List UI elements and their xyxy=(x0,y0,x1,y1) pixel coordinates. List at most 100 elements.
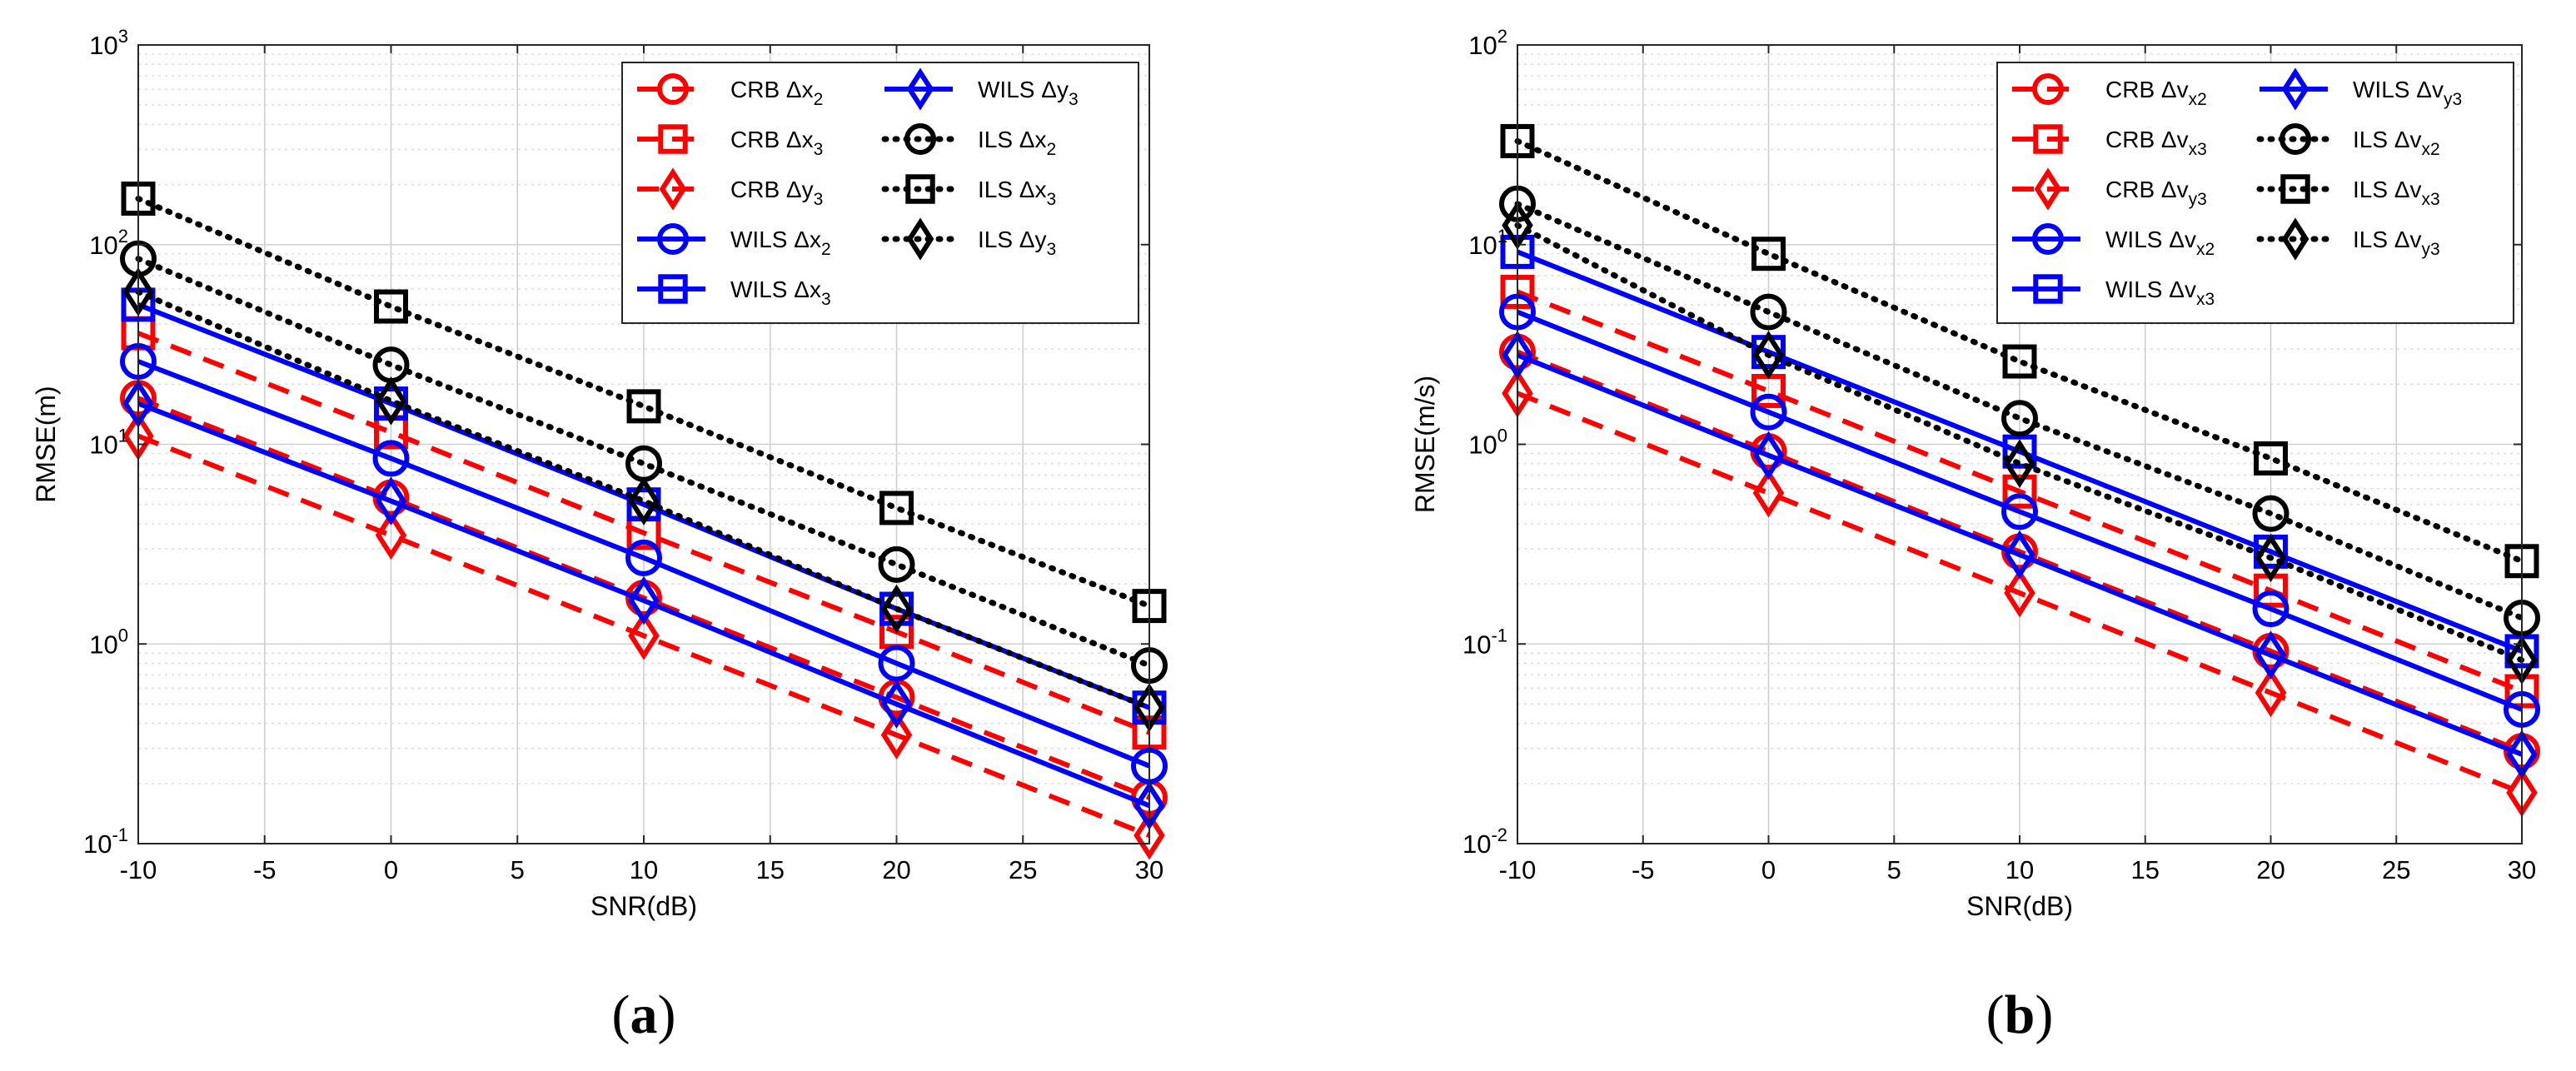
legend: CRB Δx2 CRB Δx3 CRB Δy3 WILS Δx2 WILS Δx3 WIL… xyxy=(621,62,1139,324)
legend-label: CRB Δvy3 xyxy=(2105,177,2207,209)
legend-marker xyxy=(658,274,688,304)
legend-label: ILS Δx3 xyxy=(978,177,1056,209)
x-tick-label: -5 xyxy=(1632,855,1655,884)
x-tick-label: 15 xyxy=(756,855,785,884)
legend-marker xyxy=(905,174,935,204)
series-line xyxy=(1516,391,2524,795)
series-line xyxy=(135,288,1153,711)
legend-entry: ILS Δvx3 xyxy=(2256,174,2440,209)
legend-label: ILS Δy3 xyxy=(978,227,1056,259)
legend-entry: CRB Δvy3 xyxy=(2012,167,2207,211)
data-point-marker xyxy=(878,645,915,682)
series-wils-diamond xyxy=(1502,330,2538,780)
legend-marker xyxy=(659,167,687,211)
legend-marker xyxy=(657,73,689,105)
x-tick-label: 10 xyxy=(630,855,658,884)
data-point-marker xyxy=(880,680,913,729)
panel-b: -10 -5 0 5 10 15 20 25 30 10-2 10-1 100 101 102 SNR(dB… xyxy=(1410,26,2540,1045)
y-axis-label: RMSE(m/s) xyxy=(1410,376,1440,513)
legend-label: WILS Δx2 xyxy=(730,227,831,259)
legend-marker xyxy=(657,223,689,255)
data-point-marker xyxy=(1750,293,1787,331)
data-point-marker xyxy=(1752,468,1785,518)
data-point-marker xyxy=(2252,590,2290,628)
legend-entry: WILS Δy3 xyxy=(884,67,1079,111)
x-tick-label: 25 xyxy=(1009,855,1037,884)
data-point-marker xyxy=(375,376,407,426)
series-line xyxy=(1516,352,2524,757)
data-point-marker xyxy=(2002,474,2037,509)
legend-entry: WILS Δx2 xyxy=(637,223,831,259)
y-tick-label: 102 xyxy=(1468,26,1507,60)
x-tick-label: 30 xyxy=(2508,855,2536,884)
data-point-marker xyxy=(2004,439,2035,489)
legend-label: CRB Δy3 xyxy=(730,177,823,209)
data-point-marker xyxy=(880,710,913,760)
legend-label: CRB Δvx2 xyxy=(2105,77,2207,109)
legend-entry: ILS Δx3 xyxy=(881,174,1056,209)
legend-entry: ILS Δy3 xyxy=(881,217,1056,261)
x-tick-label: 20 xyxy=(882,855,910,884)
data-point-marker xyxy=(880,584,913,634)
legend-label: ILS Δvx3 xyxy=(2353,177,2440,209)
data-point-marker xyxy=(878,545,915,583)
series-line xyxy=(137,433,1151,838)
legend: CRB Δvx2 CRB Δvx3 CRB Δvy3 WILS Δvx2 WILS Δv… xyxy=(1996,62,2514,324)
data-point-marker xyxy=(628,575,660,625)
panel-a: -10 -5 0 5 10 15 20 25 30 10-1 100 101 102 103 SNR(dB)… xyxy=(31,26,1168,1045)
legend-marker xyxy=(2281,217,2309,261)
legend-marker xyxy=(2032,73,2064,105)
data-point-marker xyxy=(628,476,660,526)
data-point-marker xyxy=(372,440,410,477)
y-tick-label: 101 xyxy=(1468,226,1507,260)
y-tick-label: 101 xyxy=(89,426,128,460)
data-point-marker xyxy=(375,476,407,526)
data-point-marker xyxy=(625,539,662,576)
legend-label: ILS Δx2 xyxy=(978,127,1056,159)
legend-marker xyxy=(2032,223,2064,255)
data-point-marker xyxy=(375,511,407,560)
x-tick-label: -10 xyxy=(120,855,157,884)
data-point-marker xyxy=(628,611,660,660)
y-tick-label: 100 xyxy=(1468,426,1507,460)
series-line xyxy=(135,195,1153,610)
legend-entry: CRB Δx2 xyxy=(637,73,823,109)
legend-label: CRB Δx3 xyxy=(730,127,823,159)
x-tick-label: 5 xyxy=(1887,855,1901,884)
legend-entry: ILS Δvy3 xyxy=(2256,217,2440,261)
series-line xyxy=(135,256,1153,669)
legend-marker xyxy=(2033,124,2063,154)
legend-entry: WILS Δx3 xyxy=(637,274,831,309)
y-tick-label: 10-1 xyxy=(83,824,128,859)
series-line xyxy=(137,359,1151,769)
legend-marker xyxy=(2280,123,2311,155)
legend-entry: CRB Δvx2 xyxy=(2012,73,2207,109)
series-ils-diamond xyxy=(122,267,1165,732)
data-point-marker xyxy=(2002,344,2037,379)
data-point-marker xyxy=(2001,400,2038,437)
x-tick-label: 5 xyxy=(511,855,525,884)
data-point-marker xyxy=(1134,810,1165,860)
x-axis-label: SNR(dB) xyxy=(590,891,697,921)
legend-entry: ILS Δvx2 xyxy=(2256,123,2440,159)
legend-label: WILS Δvx3 xyxy=(2105,276,2215,309)
legend-entry: CRB Δvx3 xyxy=(2012,124,2207,159)
x-tick-label: 15 xyxy=(2131,855,2160,884)
data-point-marker xyxy=(2255,668,2287,718)
series-line xyxy=(1516,349,2524,754)
legend-marker xyxy=(906,67,934,111)
series-line xyxy=(137,401,1151,809)
x-tick-label: 10 xyxy=(2005,855,2034,884)
legend-label: CRB Δx2 xyxy=(730,77,823,109)
x-tick-label: -10 xyxy=(1499,855,1537,884)
data-point-marker xyxy=(2255,630,2287,680)
data-point-marker xyxy=(2001,493,2038,531)
series-wils-diamond xyxy=(122,379,1165,830)
legend-label: WILS Δvy3 xyxy=(2353,77,2462,109)
legend-label: WILS Δx3 xyxy=(730,276,831,309)
y-tick-label: 10-1 xyxy=(1462,625,1507,659)
data-point-marker xyxy=(2002,434,2037,469)
x-axis: -10 -5 0 5 10 15 20 25 30 xyxy=(120,45,1163,884)
data-point-marker xyxy=(1750,393,1787,431)
x-tick-label: 20 xyxy=(2256,855,2285,884)
